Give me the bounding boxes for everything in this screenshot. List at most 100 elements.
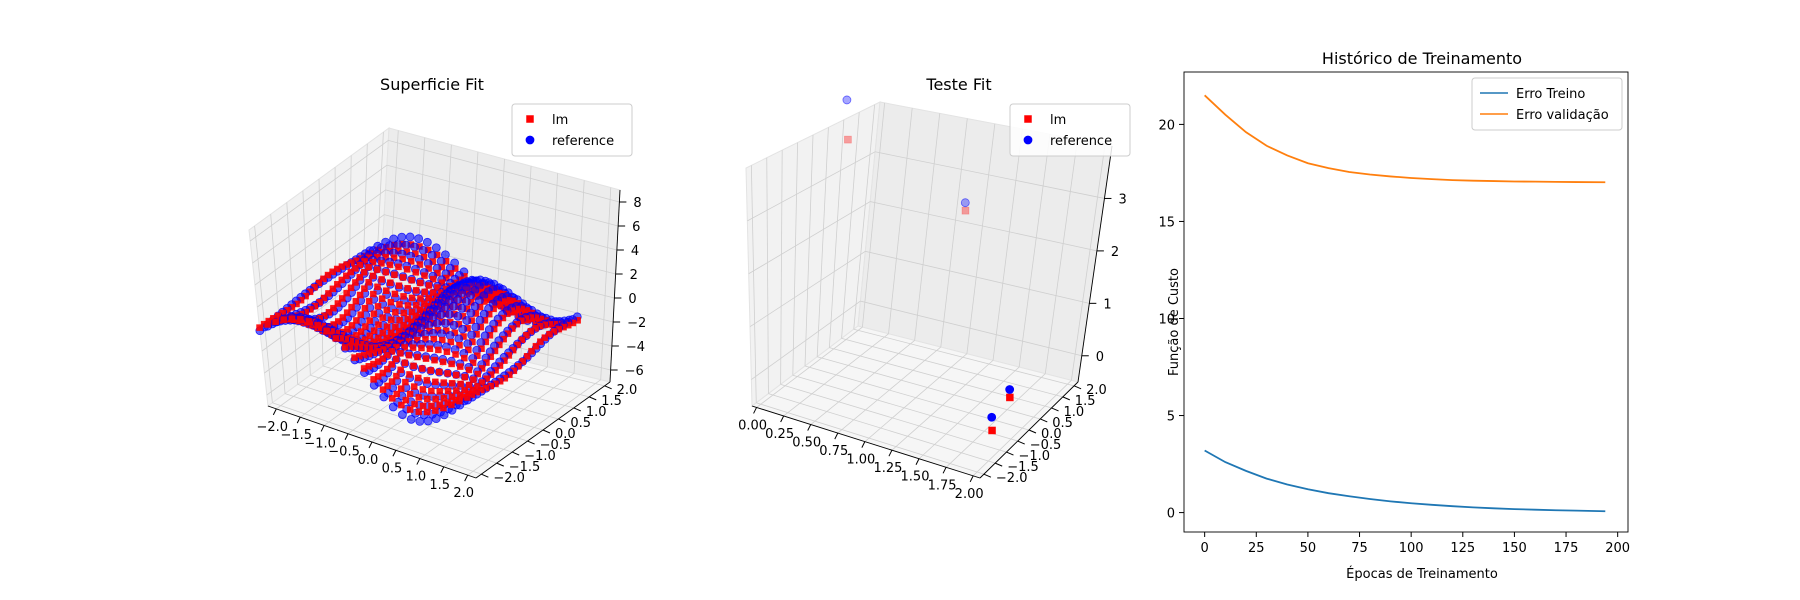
lm-point — [347, 268, 355, 276]
lm-point — [448, 360, 455, 368]
lm-point — [417, 279, 424, 287]
lm-point — [406, 390, 414, 398]
grid-line — [257, 214, 616, 308]
lm-point — [447, 338, 455, 346]
lm-point — [406, 371, 413, 378]
x-tick — [320, 425, 325, 432]
reference-point — [437, 329, 446, 339]
reference-point — [418, 245, 428, 255]
lm-point — [410, 362, 417, 370]
reference-point — [415, 416, 425, 426]
lm-point — [430, 335, 438, 343]
grid-line — [829, 347, 1052, 409]
reference-point — [388, 402, 398, 412]
reference-point — [422, 237, 432, 247]
lm-point — [403, 266, 411, 273]
y-tick — [1006, 451, 1014, 456]
lm-point — [460, 354, 468, 362]
lm-point — [361, 304, 369, 312]
lm-point — [474, 370, 482, 378]
lm-point — [280, 316, 288, 323]
grid-line — [940, 118, 968, 348]
lm-point — [432, 378, 439, 386]
reference-point — [461, 297, 471, 306]
lm-point — [470, 376, 477, 383]
grid-line — [792, 374, 1018, 442]
lm-point — [469, 359, 477, 367]
y-tick-label: 10 — [1158, 312, 1175, 327]
lm-point — [422, 336, 429, 343]
lm-point — [375, 321, 382, 328]
lm-point — [383, 306, 391, 314]
series-line-erro-validação — [1204, 94, 1606, 184]
lm-point — [407, 258, 415, 265]
x-tick — [888, 449, 893, 457]
lm-point — [379, 386, 387, 393]
lm-point — [320, 275, 327, 283]
lm-point — [366, 332, 374, 340]
surface-fit-title: Superficie Fit — [380, 75, 484, 94]
z-tick-label: 0 — [1096, 350, 1104, 365]
lm-point — [419, 402, 427, 410]
z-tick-label: 6 — [632, 220, 640, 235]
grid-line — [600, 187, 612, 380]
lm-point — [264, 321, 271, 328]
lm-point — [384, 365, 391, 373]
lm-point — [412, 287, 420, 294]
y-tick — [1028, 429, 1037, 434]
lm-point — [528, 347, 535, 355]
grid-line — [804, 134, 814, 367]
y-tick-label: −0.5 — [540, 438, 572, 453]
grid-line — [750, 165, 757, 403]
reference-point — [436, 310, 446, 320]
z-axis-line — [609, 189, 621, 383]
x-tick-label: 1.25 — [873, 461, 902, 476]
reference-point — [449, 302, 458, 311]
lm-point — [541, 334, 549, 341]
reference-point — [406, 414, 416, 424]
lm-point — [412, 301, 420, 309]
lm-point — [365, 263, 372, 271]
lm-point — [436, 387, 444, 395]
lm-point — [387, 316, 395, 324]
x-tick — [272, 408, 277, 416]
lm-point — [435, 368, 443, 376]
lm-point — [329, 285, 337, 293]
x-tick-label: 0 — [1201, 541, 1209, 556]
legend-swatch — [1023, 135, 1033, 145]
lm-point — [421, 272, 428, 279]
reference-point — [431, 414, 441, 424]
lm-point — [351, 354, 358, 361]
lm-point — [387, 298, 395, 306]
lm-point — [421, 288, 428, 296]
reference-point — [1005, 385, 1015, 394]
x-tick-label: 0.00 — [738, 418, 767, 433]
lm-point — [478, 379, 486, 386]
lm-point — [404, 284, 411, 292]
y-axis-label: Função de Custo — [1167, 268, 1182, 376]
lm-point — [390, 254, 398, 262]
legend-swatch — [525, 135, 535, 145]
y-tick-label: 15 — [1158, 215, 1175, 230]
lm-point — [352, 297, 360, 305]
x-tick-label: 2.00 — [955, 487, 984, 502]
lm-point — [378, 276, 385, 283]
lm-point — [464, 394, 471, 401]
lm-point — [314, 321, 321, 329]
reference-point — [454, 334, 464, 344]
x-tick-label: 25 — [1248, 541, 1265, 556]
lm-point — [418, 344, 425, 352]
lm-point — [465, 381, 473, 389]
lm-point — [410, 383, 418, 390]
x-tick-label: 1.0 — [405, 470, 426, 485]
lm-point — [427, 367, 435, 374]
lm-point — [392, 355, 400, 363]
x-tick-label: 150 — [1502, 541, 1527, 556]
y-tick — [604, 385, 612, 390]
lm-point — [388, 378, 396, 385]
reference-point — [444, 309, 454, 319]
grid-line — [302, 190, 311, 376]
grid-line — [748, 201, 1097, 275]
grid-line — [272, 402, 482, 475]
